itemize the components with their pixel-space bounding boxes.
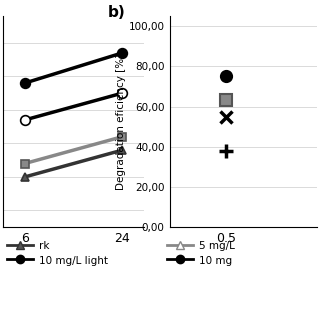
Legend: rk, 10 mg/L light: rk, 10 mg/L light <box>5 239 110 268</box>
Text: b): b) <box>108 5 125 20</box>
Y-axis label: Degradation eficiency [%]: Degradation eficiency [%] <box>116 53 126 190</box>
Legend: 5 mg/L, 10 mg: 5 mg/L, 10 mg <box>165 239 236 268</box>
